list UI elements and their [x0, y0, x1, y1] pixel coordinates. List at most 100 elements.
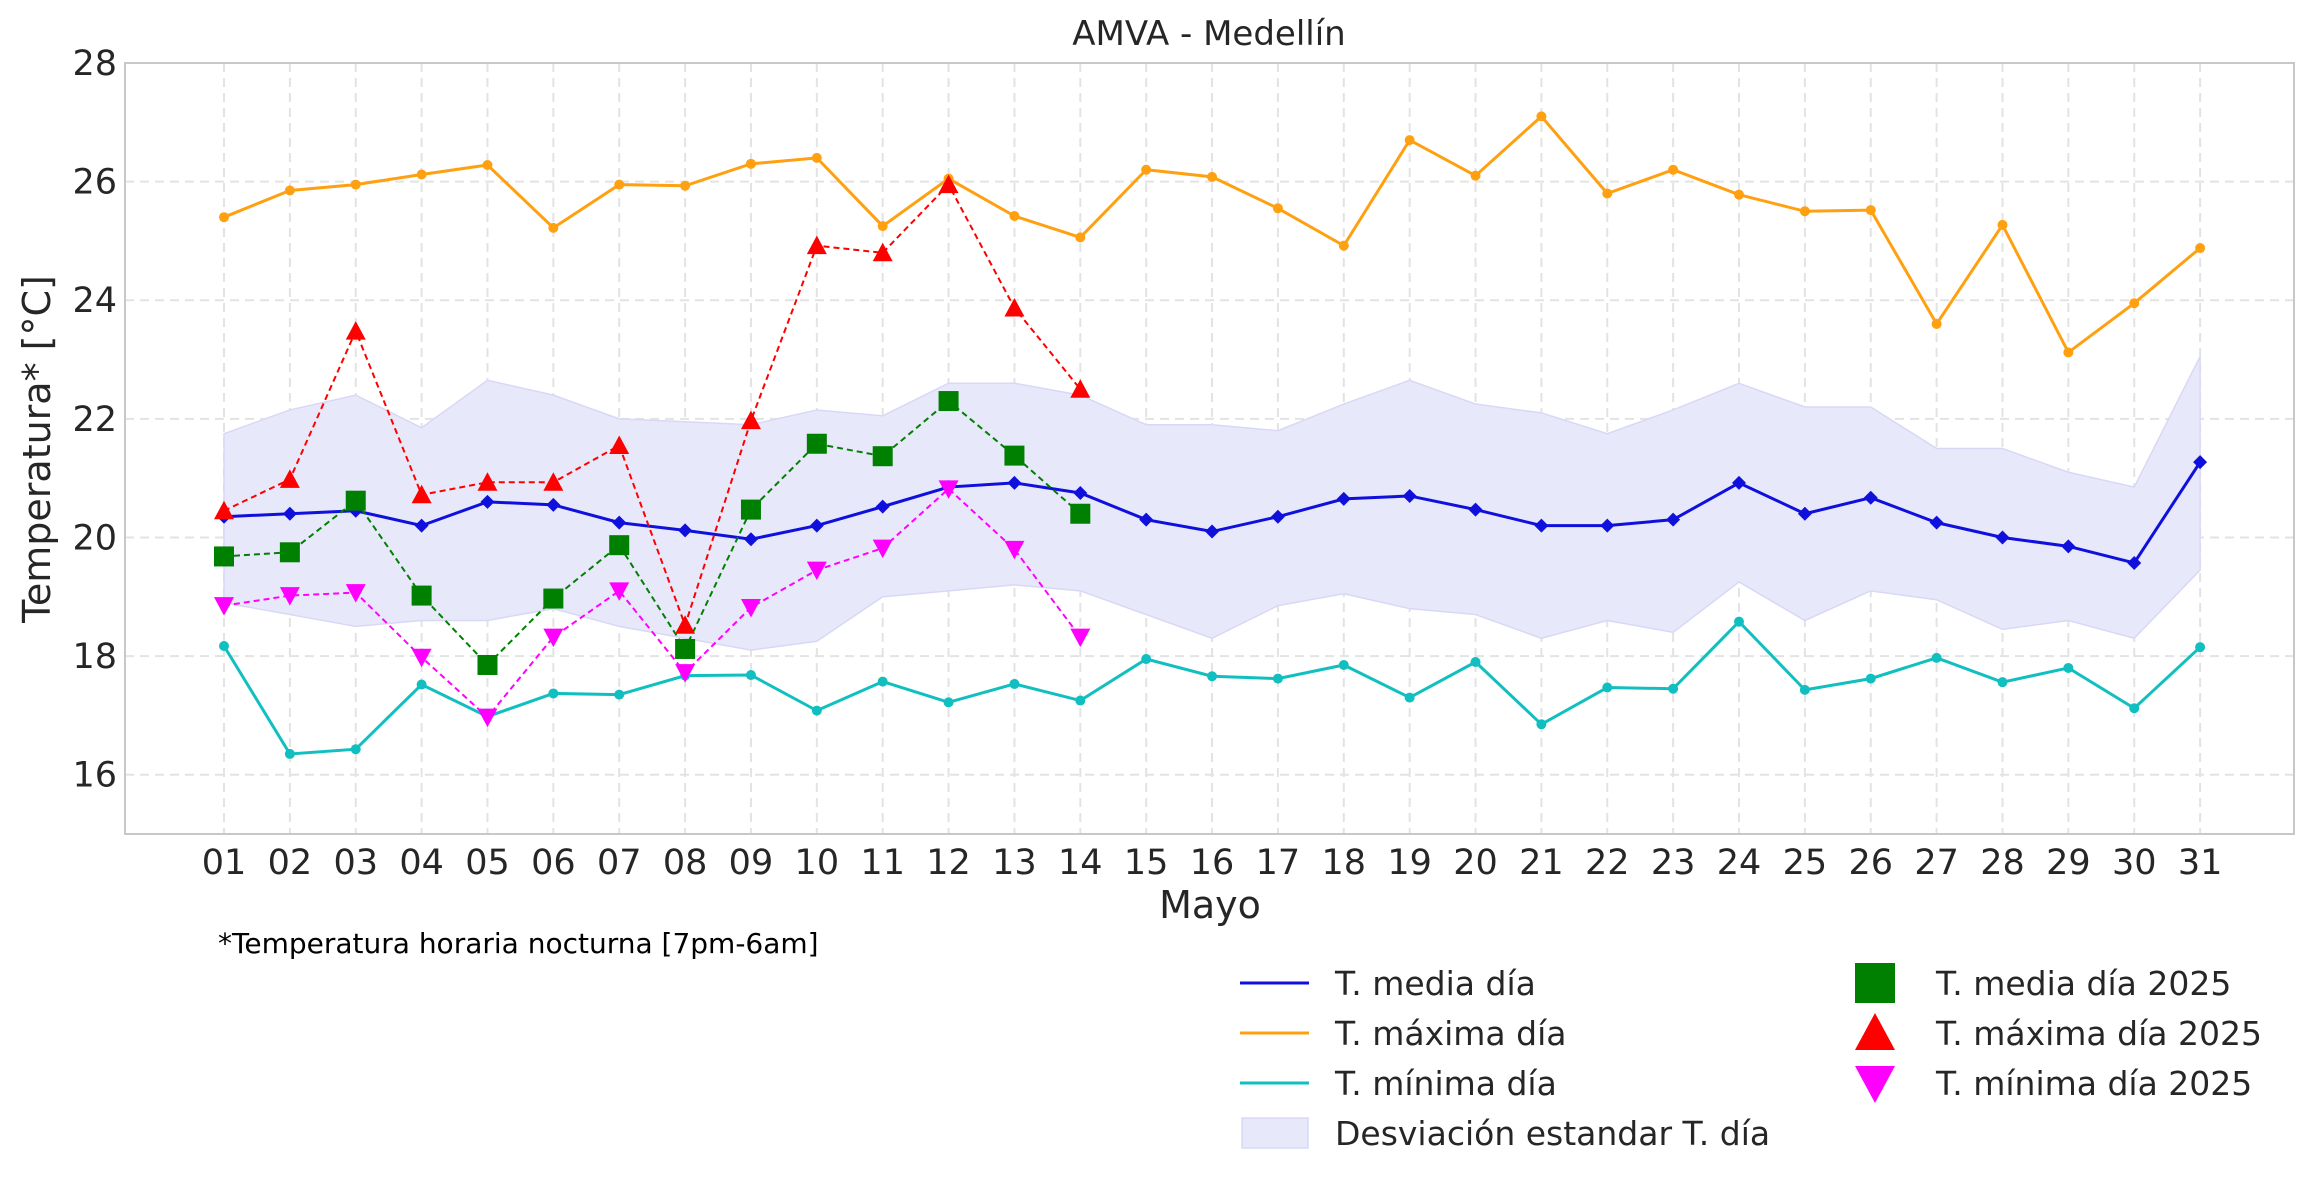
data-point — [1004, 540, 1025, 560]
data-point — [1865, 673, 1876, 684]
series-5 — [214, 480, 1091, 728]
data-point — [609, 435, 630, 455]
series-line — [223, 487, 1082, 719]
series-1 — [219, 111, 2206, 358]
data-point — [806, 235, 827, 255]
y-tick-label: 20 — [72, 518, 117, 558]
x-tick-label: 18 — [1322, 843, 1367, 883]
x-tick-label: 06 — [531, 843, 576, 883]
series-4 — [214, 174, 1091, 634]
y-axis-label: Temperatura* [°C] — [15, 275, 59, 624]
data-point — [740, 499, 761, 520]
legend-label: T. mínima día — [1334, 1064, 1557, 1103]
data-point — [219, 640, 229, 651]
y-tick-label: 16 — [72, 756, 117, 796]
data-point — [477, 708, 498, 728]
x-tick-label: 30 — [2112, 843, 2157, 883]
x-tick-label: 26 — [1848, 843, 1893, 883]
legend-label: T. máxima día 2025 — [1935, 1014, 2262, 1053]
x-tick-label: 11 — [860, 843, 905, 883]
x-tick-label: 17 — [1256, 843, 1301, 883]
data-point — [1997, 677, 2008, 688]
x-tick-label: 27 — [1914, 843, 1959, 883]
data-point — [543, 588, 564, 609]
data-point — [2129, 298, 2140, 309]
x-tick-label: 16 — [1190, 843, 1235, 883]
data-point — [1931, 318, 1942, 329]
data-point — [411, 585, 432, 606]
data-point — [1270, 509, 1285, 524]
data-point — [2195, 642, 2206, 653]
data-point — [477, 654, 498, 675]
data-point — [1995, 530, 2010, 545]
data-point — [350, 179, 361, 190]
data-point — [214, 500, 234, 520]
footnote: *Temperatura horaria nocturna [7pm-6am] — [218, 927, 819, 960]
data-point — [284, 185, 295, 196]
legend-label: Desviación estandar T. día — [1335, 1114, 1770, 1153]
x-tick-label: 20 — [1453, 843, 1498, 883]
data-point — [614, 689, 625, 700]
legend-band-swatch — [1241, 1117, 1309, 1149]
data-point — [1004, 445, 1025, 466]
data-point — [1470, 657, 1481, 668]
data-point — [806, 433, 827, 454]
legend-label: T. media día — [1334, 964, 1536, 1003]
data-point — [1141, 654, 1152, 665]
x-tick-label: 10 — [795, 843, 840, 883]
data-point — [938, 480, 959, 499]
data-point — [548, 222, 559, 233]
y-tick-label: 22 — [72, 400, 117, 440]
data-point — [482, 160, 493, 171]
data-point — [1009, 211, 1020, 222]
data-point — [214, 597, 234, 616]
data-point — [543, 628, 564, 648]
data-point — [675, 638, 696, 659]
data-point — [938, 174, 959, 194]
data-point — [811, 152, 822, 163]
x-axis-label: Mayo — [1159, 883, 1261, 927]
legend-label: T. media día 2025 — [1935, 964, 2231, 1003]
data-point — [1668, 164, 1679, 175]
x-tick-label: 12 — [926, 843, 971, 883]
data-point — [345, 490, 366, 511]
data-point — [279, 587, 300, 606]
data-point — [345, 321, 366, 340]
x-tick-label: 24 — [1717, 843, 1762, 883]
data-point — [2061, 539, 2076, 554]
x-tick-label: 14 — [1058, 843, 1103, 883]
y-tick-label: 26 — [72, 163, 117, 203]
data-point — [740, 598, 761, 618]
data-point — [1141, 164, 1152, 175]
data-point — [1797, 506, 1812, 521]
data-point — [614, 179, 625, 190]
x-tick-label: 29 — [2046, 843, 2091, 883]
legend: T. media día T. máxima día T. mínima día De… — [1240, 963, 2262, 1153]
data-point — [811, 705, 822, 716]
data-point — [1734, 616, 1745, 627]
x-tick-label: 09 — [729, 843, 774, 883]
data-point — [1338, 240, 1349, 251]
data-point — [872, 539, 893, 559]
data-point — [1205, 524, 1220, 539]
data-point — [1534, 518, 1549, 533]
x-tick-label: 01 — [202, 843, 247, 883]
series-layer — [214, 111, 2208, 759]
data-point — [1732, 475, 1747, 490]
data-point — [1070, 503, 1091, 524]
data-point — [1207, 171, 1218, 182]
data-point — [1799, 206, 1810, 217]
data-point — [219, 212, 229, 223]
data-point — [2195, 243, 2206, 254]
data-point — [678, 523, 693, 538]
data-point — [875, 499, 890, 514]
data-point — [279, 542, 300, 563]
data-point — [809, 518, 824, 533]
data-point — [2193, 455, 2208, 470]
data-point — [1338, 659, 1349, 670]
data-point — [1997, 219, 2008, 230]
data-point — [1070, 628, 1091, 648]
series-2 — [219, 616, 2206, 759]
data-point — [1600, 518, 1615, 533]
